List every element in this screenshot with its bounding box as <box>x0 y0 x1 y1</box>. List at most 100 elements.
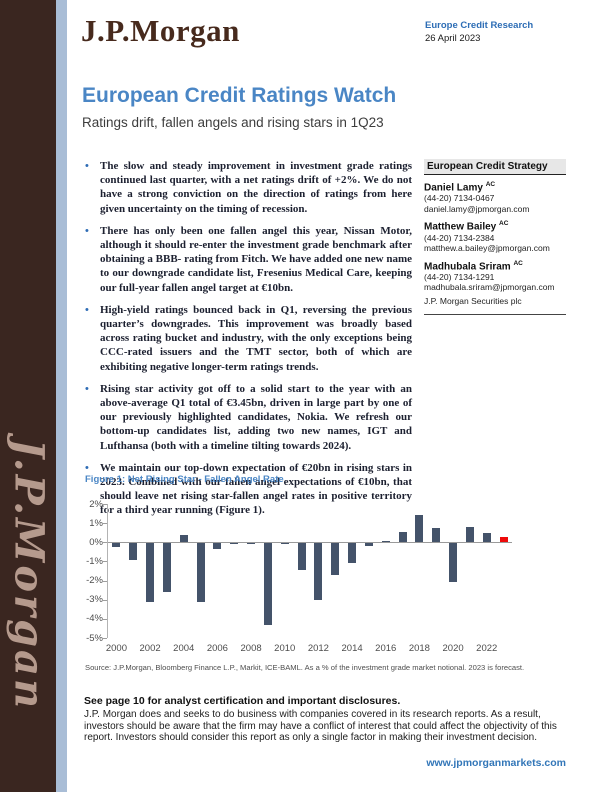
bar-2009 <box>263 542 272 625</box>
chart-source-note: Source: J.P.Morgan, Bloomberg Finance L.… <box>85 663 525 672</box>
analyst-phone: (44-20) 7134-1291 <box>424 271 495 282</box>
y-tick-mark <box>103 580 107 582</box>
bullet-item-2: • There has only been one fallen angel th… <box>85 224 412 295</box>
analyst-box-divider <box>424 314 566 316</box>
bullet-marker-icon: • <box>85 382 89 395</box>
zero-axis-line <box>108 541 512 543</box>
left-accent-strip <box>56 0 67 792</box>
analyst-section-title: European Credit Strategy <box>424 159 566 175</box>
disclaimer-text: J.P. Morgan does and seeks to do busines… <box>84 709 557 744</box>
bar-2000 <box>112 542 121 548</box>
analyst-phone: (44-20) 7134-2384 <box>424 232 495 243</box>
page-subtitle: Ratings drift, fallen angels and rising … <box>82 115 384 130</box>
bar-2017 <box>398 531 407 543</box>
bar-2012 <box>314 542 323 600</box>
research-department-label: Europe Credit Research <box>425 20 534 31</box>
bar-2014 <box>348 542 357 564</box>
disclosure-notice: See page 10 for analyst certification an… <box>84 695 401 707</box>
y-tick-label: -3% <box>86 594 103 606</box>
bar-2001 <box>129 542 138 561</box>
bar-2016 <box>381 541 390 543</box>
x-tick-label: 2016 <box>375 643 397 654</box>
bar-2018 <box>415 514 424 543</box>
bar-2003 <box>162 542 171 593</box>
x-tick-label: 2000 <box>105 643 127 654</box>
x-tick-label: 2002 <box>139 643 161 654</box>
y-tick-label: -2% <box>86 575 103 587</box>
bar-2006 <box>213 542 222 549</box>
bar-2020 <box>449 542 458 583</box>
analyst-ac-designation: AC <box>499 220 509 228</box>
y-tick-label: -4% <box>86 613 103 625</box>
x-tick-label: 2004 <box>173 643 195 654</box>
bullet-item-1: • The slow and steady improvement in inve… <box>85 159 412 216</box>
bullet-item-4: • Rising star activity got off to a solid… <box>85 382 412 453</box>
bar-2015 <box>364 542 373 547</box>
analyst-list: Daniel Lamy AC (44-20) 7134-0467 daniel.la… <box>424 181 566 293</box>
report-date: 26 April 2023 <box>425 33 481 44</box>
y-tick-mark <box>103 638 107 639</box>
x-tick-label: 2014 <box>341 643 363 654</box>
bar-2022 <box>482 532 491 543</box>
y-tick-mark <box>103 523 107 525</box>
bullet-item-5: • We maintain our top-down expectation of… <box>85 461 412 518</box>
analyst-ac-designation: AC <box>485 181 496 188</box>
bar-2005 <box>196 542 205 602</box>
net-rising-star-chart: 2% 1% 0% -1% -2% -3% -4% -5% 2000 2002 2004 2006 200… <box>85 490 532 686</box>
bullet-marker-icon: • <box>85 461 89 474</box>
summary-bullet-list: • The slow and steady improvement in inve… <box>85 159 412 526</box>
x-tick-label: 2010 <box>274 643 296 654</box>
bullet-marker-icon: • <box>85 303 89 316</box>
bullet-text: High-yield ratings bounced back in Q1, r… <box>100 303 412 373</box>
y-tick-label: 1% <box>89 517 103 529</box>
y-tick-mark <box>103 542 107 544</box>
analyst-email[interactable]: matthew.a.bailey@jpmorgan.com <box>424 243 550 254</box>
x-tick-label: 2006 <box>206 643 228 654</box>
analyst-email[interactable]: daniel.lamy@jpmorgan.com <box>424 203 530 214</box>
y-tick-label: 2% <box>89 498 103 510</box>
y-tick-label: -1% <box>86 555 103 567</box>
x-tick-label: 2018 <box>408 643 430 654</box>
analyst-name: Madhubala Sriram AC <box>424 259 523 272</box>
y-tick-mark <box>103 599 107 601</box>
bar-2013 <box>331 542 340 575</box>
bullet-marker-icon: • <box>85 224 89 237</box>
jpmorganmarkets-link[interactable]: www.jpmorganmarkets.com <box>426 756 566 769</box>
header-right: Europe Credit Research 26 April 2023 <box>425 20 567 44</box>
analyst-phone: (44-20) 7134-0467 <box>424 193 495 204</box>
y-tick-label: -5% <box>86 632 103 644</box>
y-tick-mark <box>103 618 107 620</box>
y-tick-mark <box>103 504 107 505</box>
bar-2002 <box>146 542 155 602</box>
left-brand-strip: J.P.Morgan <box>0 0 56 792</box>
bar-2004 <box>179 534 188 543</box>
bullet-text: Rising star activity got off to a solid … <box>100 382 412 452</box>
legal-entity: J.P. Morgan Securities plc <box>424 295 522 306</box>
bullet-text: The slow and steady improvement in inves… <box>100 160 412 215</box>
jpmorgan-logo: J.P.Morgan <box>81 13 240 48</box>
bullet-marker-icon: • <box>85 160 89 172</box>
bar-2008 <box>247 542 256 545</box>
bar-2011 <box>297 542 306 571</box>
bullet-text: There has only been one fallen angel thi… <box>100 224 412 294</box>
y-axis-line <box>107 504 108 638</box>
figure-caption: Figure 1: Net Rising Star - Fallen Angel… <box>85 474 284 485</box>
bar-2019 <box>432 527 441 543</box>
footer: See page 10 for analyst certification an… <box>84 695 566 769</box>
analyst-email[interactable]: madhubala.sriram@jpmorgan.com <box>424 282 555 293</box>
analyst-ac-designation: AC <box>513 259 523 267</box>
y-tick-mark <box>103 561 107 563</box>
x-tick-label: 2020 <box>442 643 464 654</box>
jpmorgan-script-watermark: J.P.Morgan <box>5 438 53 712</box>
analyst-name: Matthew Bailey AC <box>424 220 509 233</box>
bar-2007 <box>230 542 239 545</box>
y-tick-label: 0% <box>89 536 103 548</box>
x-tick-label: 2022 <box>476 643 498 654</box>
x-tick-label: 2008 <box>240 643 262 654</box>
bar-2023 <box>499 536 508 543</box>
bar-2010 <box>280 542 289 545</box>
x-tick-label: 2012 <box>307 643 329 654</box>
bar-2021 <box>465 526 474 543</box>
analyst-name: Daniel Lamy AC <box>424 181 496 194</box>
